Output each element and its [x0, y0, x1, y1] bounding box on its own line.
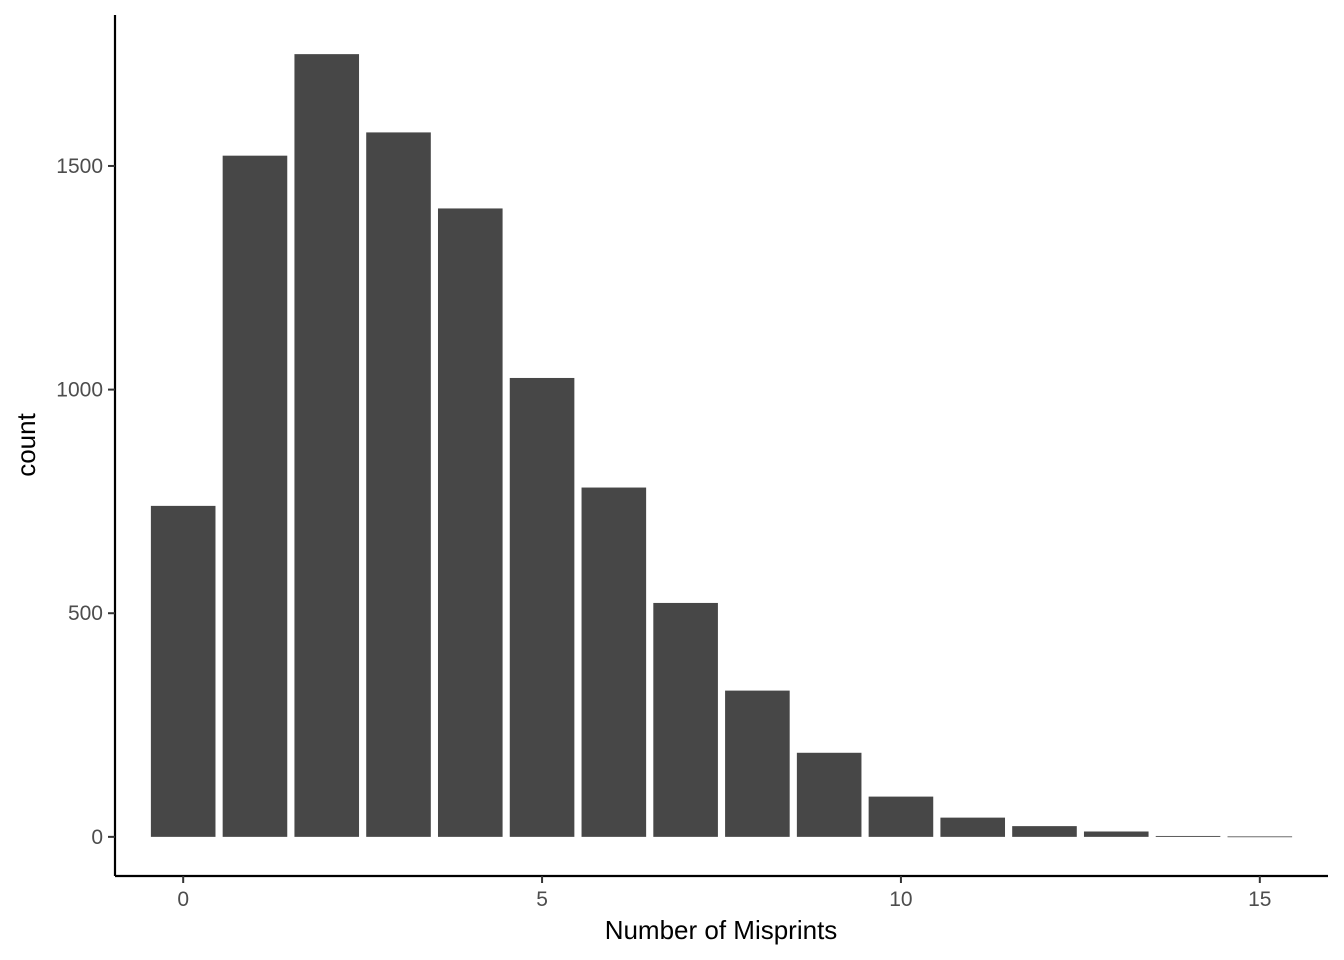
x-tick-label: 5 [536, 888, 548, 911]
y-tick-label: 500 [68, 602, 103, 625]
bar-5 [509, 377, 575, 837]
bar-10 [868, 796, 934, 837]
bar-1 [222, 155, 288, 837]
bar-4 [437, 208, 503, 837]
y-tick-label: 0 [91, 826, 103, 849]
bar-0 [150, 505, 216, 837]
bar-9 [796, 752, 862, 837]
x-axis-title: Number of Misprints [605, 915, 838, 945]
bar-15 [1227, 836, 1293, 838]
x-tick-label: 10 [889, 888, 912, 911]
bar-13 [1083, 831, 1149, 837]
x-axis-ticks: 0 5 10 15 [177, 876, 1271, 911]
bar-6 [581, 487, 647, 837]
y-axis-ticks: 0 500 1000 1500 [56, 155, 115, 849]
x-tick-label: 15 [1248, 888, 1271, 911]
bar-8 [725, 690, 790, 837]
bar-7 [653, 602, 718, 837]
x-tick-label: 0 [177, 888, 189, 911]
y-tick-label: 1000 [56, 379, 103, 402]
bars-layer [150, 54, 1293, 838]
bar-14 [1155, 835, 1221, 837]
bar-11 [940, 817, 1006, 837]
bar-2 [294, 54, 360, 837]
y-tick-label: 1500 [56, 155, 103, 178]
y-axis-title: count [11, 412, 41, 476]
bar-3 [366, 132, 431, 837]
bar-12 [1012, 826, 1077, 837]
